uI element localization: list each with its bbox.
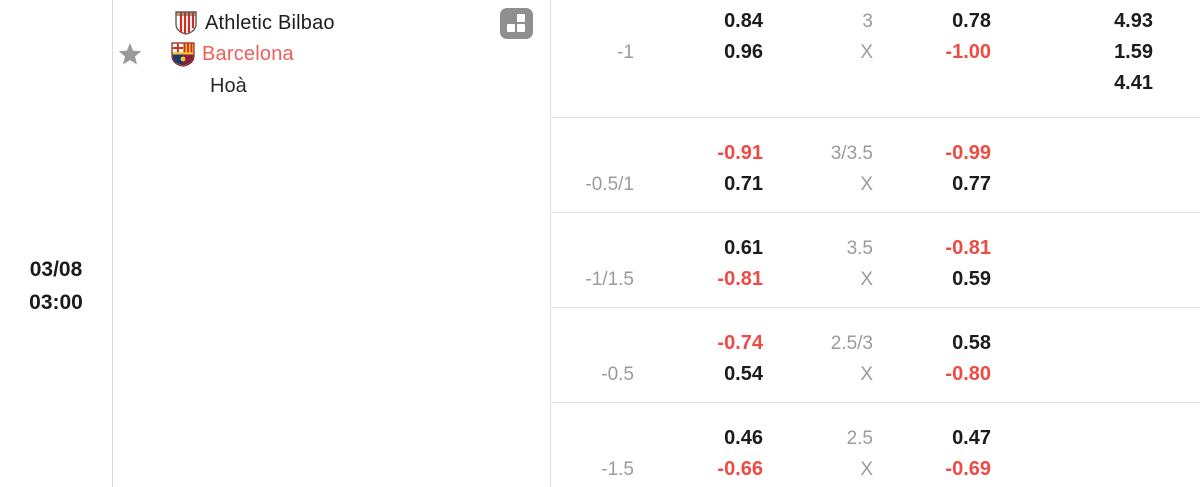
goal-line-label: 3 [862,11,873,32]
handicap-line-label: -0.5/1 [585,174,634,195]
goal-line-label: 3.5 [846,238,873,259]
handicap-line-label: -1/1.5 [585,269,634,290]
odds-block-main: 0.84 3 0.78 4.93 -1 0.96 X -1.00 1.59 4.… [551,0,1200,117]
draw-row: Hoà [210,73,247,99]
handicap-line-label: -1 [617,42,634,63]
total-odds-over[interactable]: 0.47 [952,427,991,449]
grid-squares-icon [517,14,525,22]
total-x-label: X [860,459,873,480]
away-team-name[interactable]: Barcelona [202,42,294,65]
total-x-label: X [860,269,873,290]
odds-block: 0.61 3.5 -0.81 -1/1.5 -0.81 X 0.59 [551,212,1200,307]
total-odds-over[interactable]: -0.99 [945,142,991,164]
handicap-line-label: -1.5 [601,459,634,480]
athletic-bilbao-crest-icon [174,11,198,36]
win-odds-home[interactable]: 4.93 [1114,10,1153,32]
stats-grid-button[interactable] [500,8,533,39]
handicap-line-label: -0.5 [601,364,634,385]
total-odds-over[interactable]: 0.58 [952,332,991,354]
home-team-name[interactable]: Athletic Bilbao [205,11,335,34]
odds-block: -0.91 3/3.5 -0.99 -0.5/1 0.71 X 0.77 [551,117,1200,212]
odds-block: -0.74 2.5/3 0.58 -0.5 0.54 X -0.80 [551,307,1200,402]
handicap-odds-home[interactable]: -0.74 [717,332,763,354]
total-odds-under[interactable]: 0.77 [952,173,991,195]
match-datetime: 03/08 03:00 [0,253,112,319]
goal-line-label: 2.5 [846,428,873,449]
total-odds-under[interactable]: -0.69 [945,458,991,480]
total-odds-under[interactable]: 0.59 [952,268,991,290]
handicap-odds-home[interactable]: 0.84 [724,10,763,32]
match-time: 03:00 [29,291,83,314]
goal-line-label: 3/3.5 [830,143,873,164]
total-x-label: X [860,174,873,195]
total-odds-over[interactable]: -0.81 [945,237,991,259]
draw-label: Hoà [210,74,247,97]
total-x-label: X [860,364,873,385]
teams-panel: Athletic Bilbao Barc [113,0,550,487]
total-odds-over[interactable]: 0.78 [952,10,991,32]
handicap-odds-away[interactable]: 0.71 [724,173,763,195]
odds-table: 0.84 3 0.78 4.93 -1 0.96 X -1.00 1.59 4.… [550,0,1200,487]
total-odds-under[interactable]: -1.00 [945,41,991,63]
favorite-star-icon[interactable] [118,42,142,66]
win-odds-away[interactable]: 1.59 [1114,41,1153,63]
handicap-odds-home[interactable]: 0.46 [724,427,763,449]
handicap-odds-away[interactable]: -0.81 [717,268,763,290]
odds-block: 0.46 2.5 0.47 -1.5 -0.66 X -0.69 [551,402,1200,487]
handicap-odds-away[interactable]: -0.66 [717,458,763,480]
handicap-odds-home[interactable]: -0.91 [717,142,763,164]
handicap-odds-home[interactable]: 0.61 [724,237,763,259]
match-date: 03/08 [29,258,83,281]
handicap-odds-away[interactable]: 0.54 [724,363,763,385]
total-odds-under[interactable]: -0.80 [945,363,991,385]
handicap-odds-away[interactable]: 0.96 [724,41,763,63]
barcelona-crest-icon [171,41,195,67]
total-x-label: X [860,42,873,63]
goal-line-label: 2.5/3 [830,333,873,354]
match-datetime-column: 03/08 03:00 [0,0,113,487]
win-odds-draw[interactable]: 4.41 [1114,72,1153,94]
home-team-row[interactable]: Athletic Bilbao [174,10,335,36]
away-team-row[interactable]: Barcelona [118,41,294,67]
